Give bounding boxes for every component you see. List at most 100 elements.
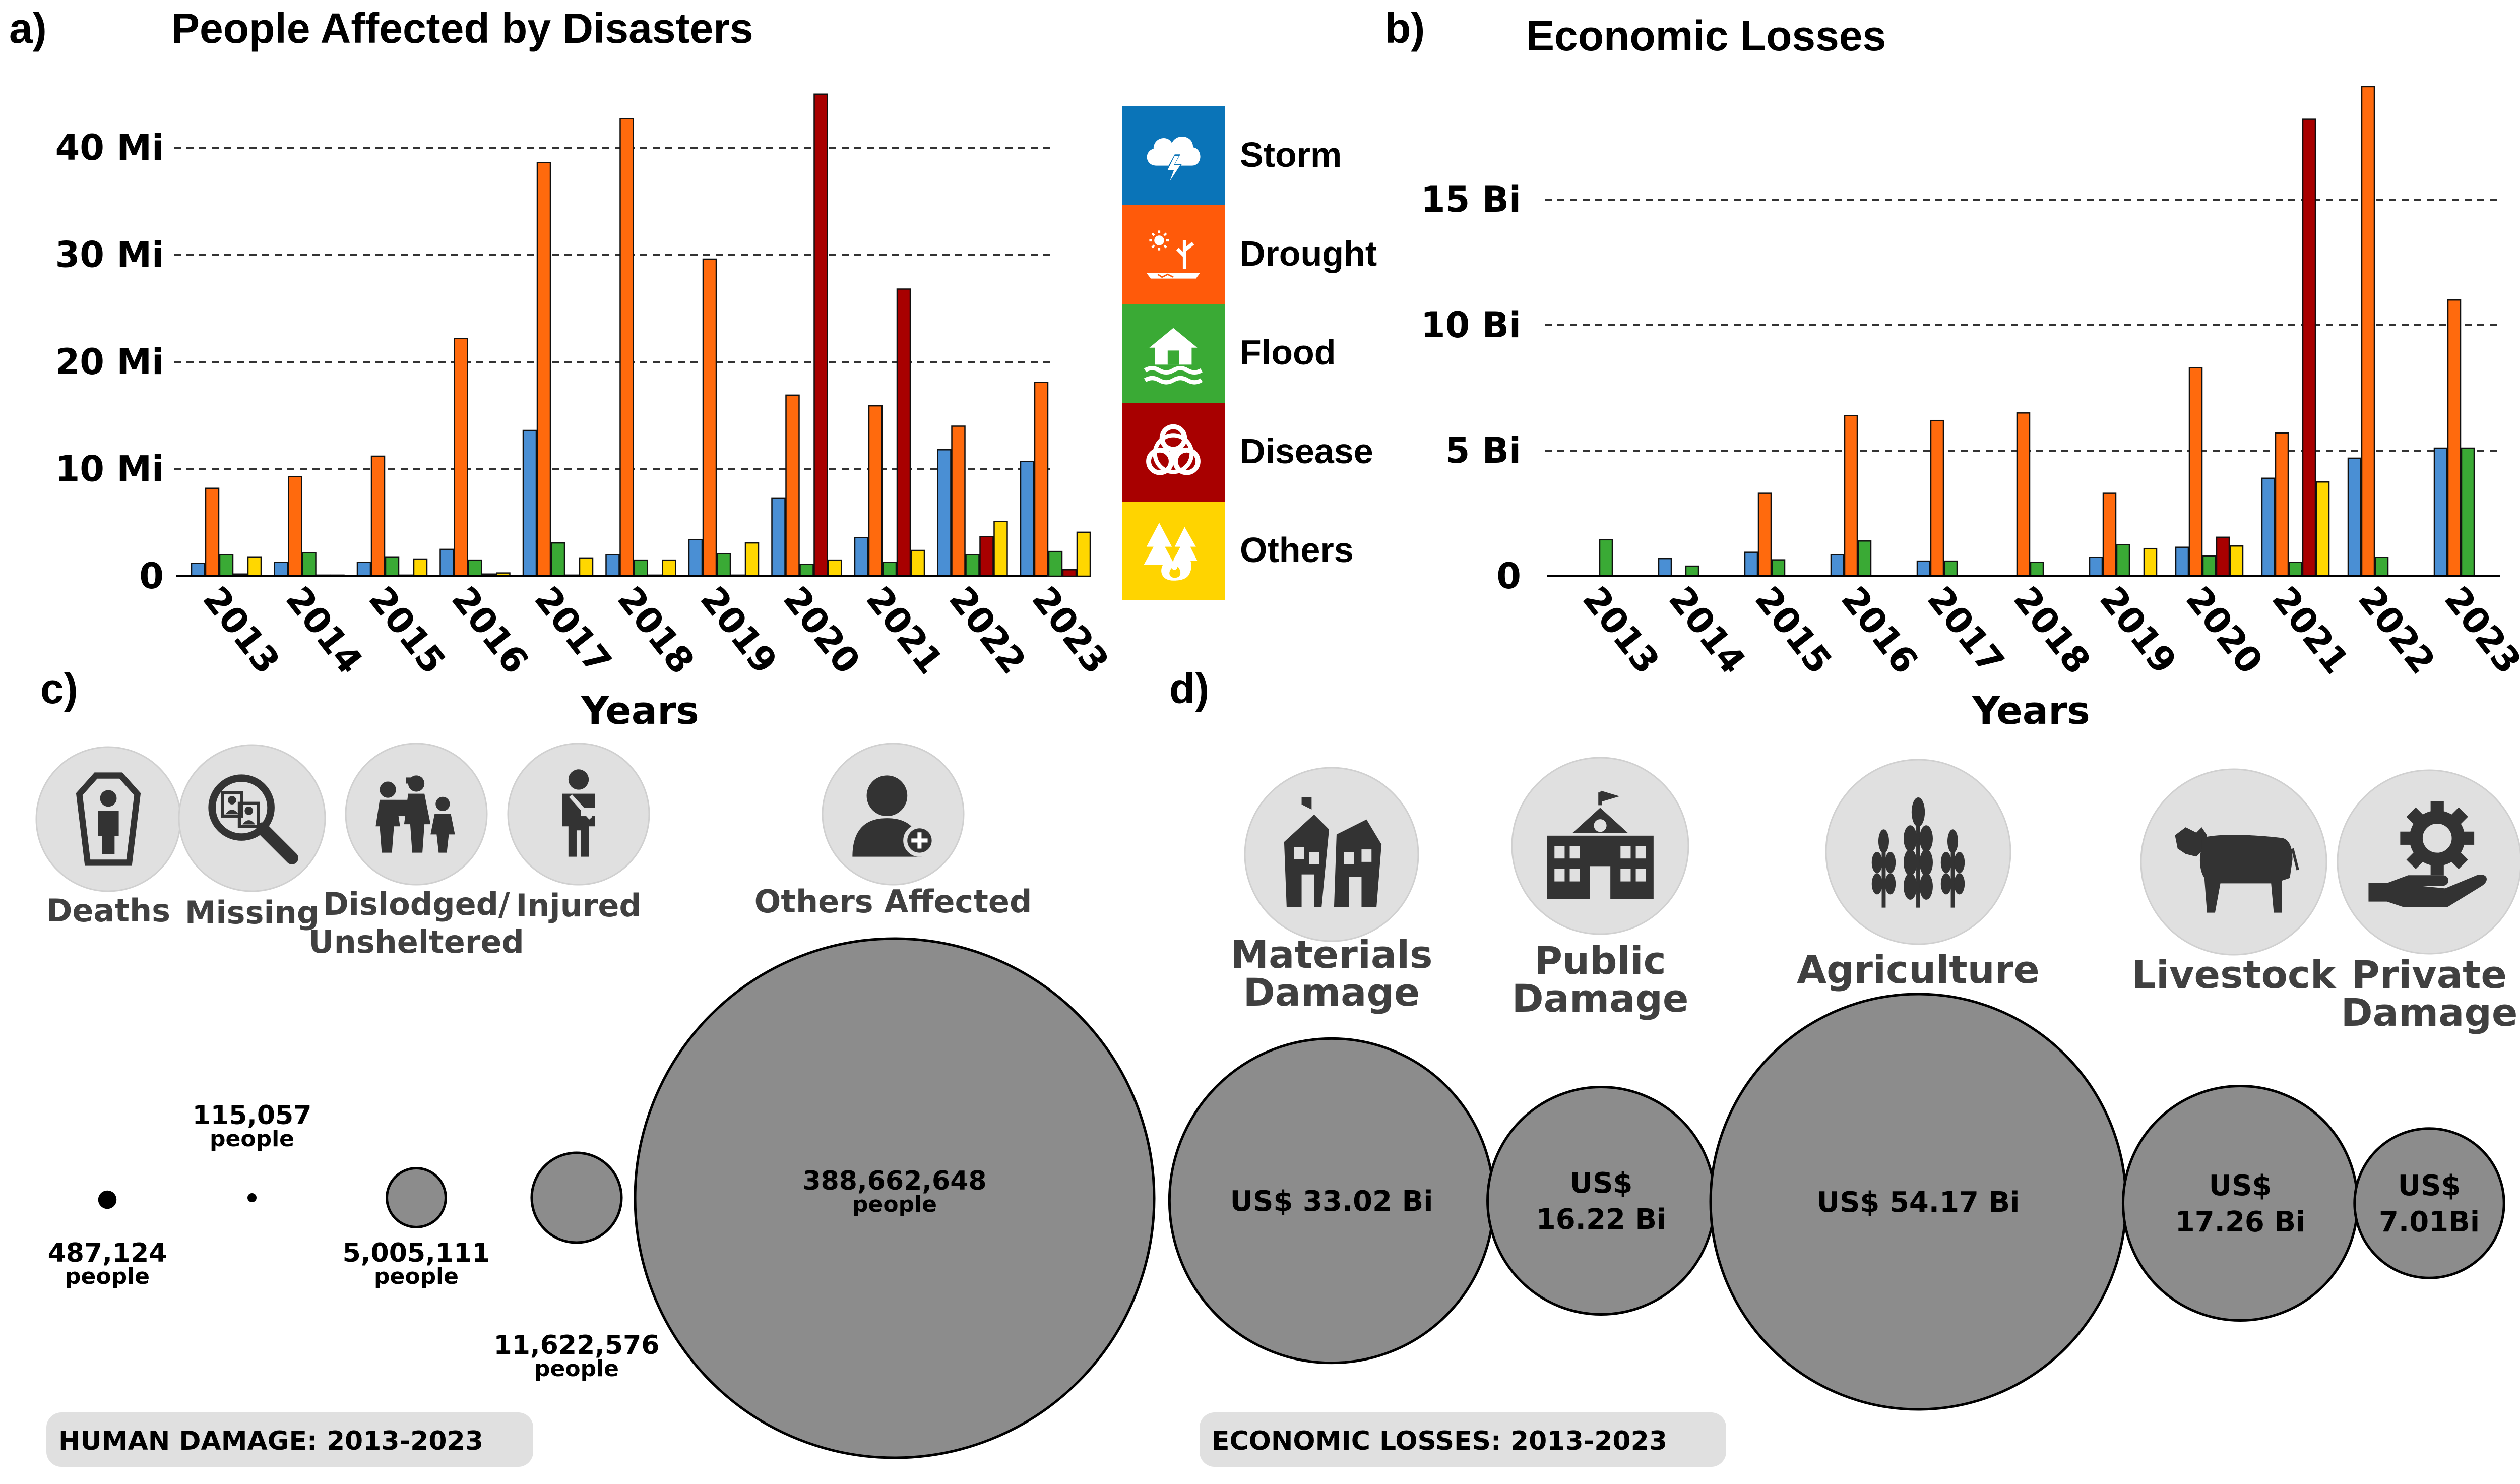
bar-flood-2023 [1048, 550, 1063, 577]
bar-flood-2016 [1857, 540, 1872, 577]
panel-b-x-label: Years [1972, 688, 2090, 733]
a-x-tick-label: 2016 [444, 579, 537, 682]
bar-others-2021 [910, 549, 925, 577]
bar-flood-2014 [302, 552, 317, 577]
bar-storm-2015 [356, 562, 371, 577]
panel-a-bars [191, 93, 1091, 577]
category-label: Injured [516, 887, 642, 924]
bar-disease-2022 [979, 536, 994, 577]
value-bubble [634, 937, 1156, 1459]
category-label: Missing [185, 894, 320, 931]
a-y-tick-label: 10 Mi [55, 449, 164, 490]
bar-drought-2023 [1034, 382, 1049, 577]
bar-flood-2019 [716, 553, 731, 577]
value-bubble [1486, 1086, 1716, 1316]
b-x-tick-label: 2022 [2350, 579, 2443, 682]
value-text: 115,057 [193, 1100, 312, 1131]
unit-text: people [65, 1264, 150, 1289]
b-x-tick-label: 2020 [2178, 579, 2271, 682]
bar-others-2022 [993, 521, 1008, 577]
panel-a-y-axis: 0 10 Mi 20 Mi 30 Mi 40 Mi [55, 127, 164, 597]
panel-a-x-axis: 2013201420152016201720182019202020212022… [195, 579, 1117, 682]
bar-drought-2020 [785, 394, 800, 577]
bar-drought-2017 [536, 162, 551, 577]
bar-storm-2018 [605, 554, 620, 577]
legend: Storm Drought Flood Disease Others [1122, 106, 1377, 600]
bar-drought-2018 [619, 118, 634, 577]
bar-others-2017 [579, 557, 594, 577]
b-x-tick-label: 2014 [1661, 579, 1754, 682]
a-x-tick-label: 2014 [278, 579, 371, 682]
category-label: Dislodged/ [323, 886, 510, 922]
panel-b-title: Economic Losses [1526, 12, 1886, 59]
category-label: Public [1534, 938, 1666, 983]
category-label: Livestock [2132, 952, 2337, 997]
category-label: Damage [2341, 990, 2518, 1035]
panel-b-bars [1599, 86, 2475, 577]
panel-b-x-axis: 2013201420152016201720182019202020212022… [1574, 579, 2520, 682]
legend-item-others: Others [1122, 502, 1354, 600]
bar-others-2018 [662, 559, 676, 577]
value-bubble [530, 1151, 623, 1244]
legend-item-drought: Drought [1122, 205, 1377, 304]
icon-badge [1244, 767, 1419, 942]
bar-others-2020 [828, 559, 842, 577]
a-x-tick-label: 2013 [195, 579, 288, 682]
b-y-tick-label: 15 Bi [1421, 179, 1521, 220]
panel-d-letter: d) [1169, 665, 1209, 712]
legend-item-storm: Storm [1122, 106, 1342, 205]
bar-flood-2023 [2461, 447, 2475, 577]
b-x-tick-label: 2013 [1574, 579, 1668, 682]
panel-d-banner: ECONOMIC LOSSES: 2013-2023 [1200, 1412, 1726, 1467]
value-bubble [2353, 1127, 2505, 1279]
bar-others-2019 [744, 542, 760, 577]
bar-drought-2023 [2447, 299, 2462, 577]
bar-drought-2022 [951, 425, 966, 577]
bar-flood-2018 [2030, 562, 2044, 577]
value-text: US$ [2398, 1169, 2461, 1202]
a-x-tick-label: 2021 [858, 579, 952, 682]
b-x-tick-label: 2019 [2092, 579, 2185, 682]
bar-flood-2013 [1599, 539, 1613, 577]
a-x-tick-label: 2019 [692, 579, 786, 682]
value-text: 17.26 Bi [2175, 1206, 2306, 1239]
bar-flood-2018 [634, 559, 648, 577]
panel-d-banner-text: ECONOMIC LOSSES: 2013-2023 [1212, 1426, 1667, 1456]
bar-others-2023 [1076, 531, 1091, 577]
bar-drought-2014 [288, 476, 302, 577]
panel-c-letter: c) [40, 665, 78, 712]
bar-storm-2017 [522, 429, 537, 577]
b-x-tick-label: 2021 [2264, 579, 2357, 682]
bar-flood-2017 [1943, 560, 1958, 577]
bar-storm-2019 [2089, 556, 2103, 577]
b-x-tick-label: 2017 [1919, 579, 2012, 682]
panel-b-y-axis: 0 5 Bi 10 Bi 15 Bi [1421, 179, 1521, 597]
legend-swatch [1122, 205, 1225, 304]
b-y-tick-label: 0 [1496, 555, 1521, 597]
panel-d-banner-bg [1200, 1412, 1726, 1467]
legend-label: Flood [1240, 333, 1336, 372]
bar-disease-2021 [896, 288, 911, 577]
category-label: Private [2352, 952, 2507, 997]
bar-drought-2022 [2361, 86, 2375, 577]
category-label: Deaths [46, 892, 170, 929]
a-y-tick-label: 40 Mi [55, 127, 164, 168]
value-text: US$ [1570, 1167, 1633, 1200]
category-label: Agriculture [1797, 947, 2039, 992]
unit-text: people [210, 1126, 294, 1152]
category-label: Damage [1512, 976, 1689, 1021]
category-label: Unsheltered [308, 923, 524, 960]
a-x-tick-label: 2022 [941, 579, 1034, 682]
a-x-tick-label: 2015 [361, 579, 454, 682]
economic-item-livestock: Livestock US$ 17.26 Bi [2121, 768, 2359, 1322]
a-x-tick-label: 2020 [775, 579, 868, 682]
value-text: 7.01Bi [2379, 1206, 2480, 1239]
panel-a-letter: a) [9, 5, 47, 52]
bar-flood-2020 [2202, 555, 2217, 577]
panel-a-title: People Affected by Disasters [171, 5, 753, 52]
